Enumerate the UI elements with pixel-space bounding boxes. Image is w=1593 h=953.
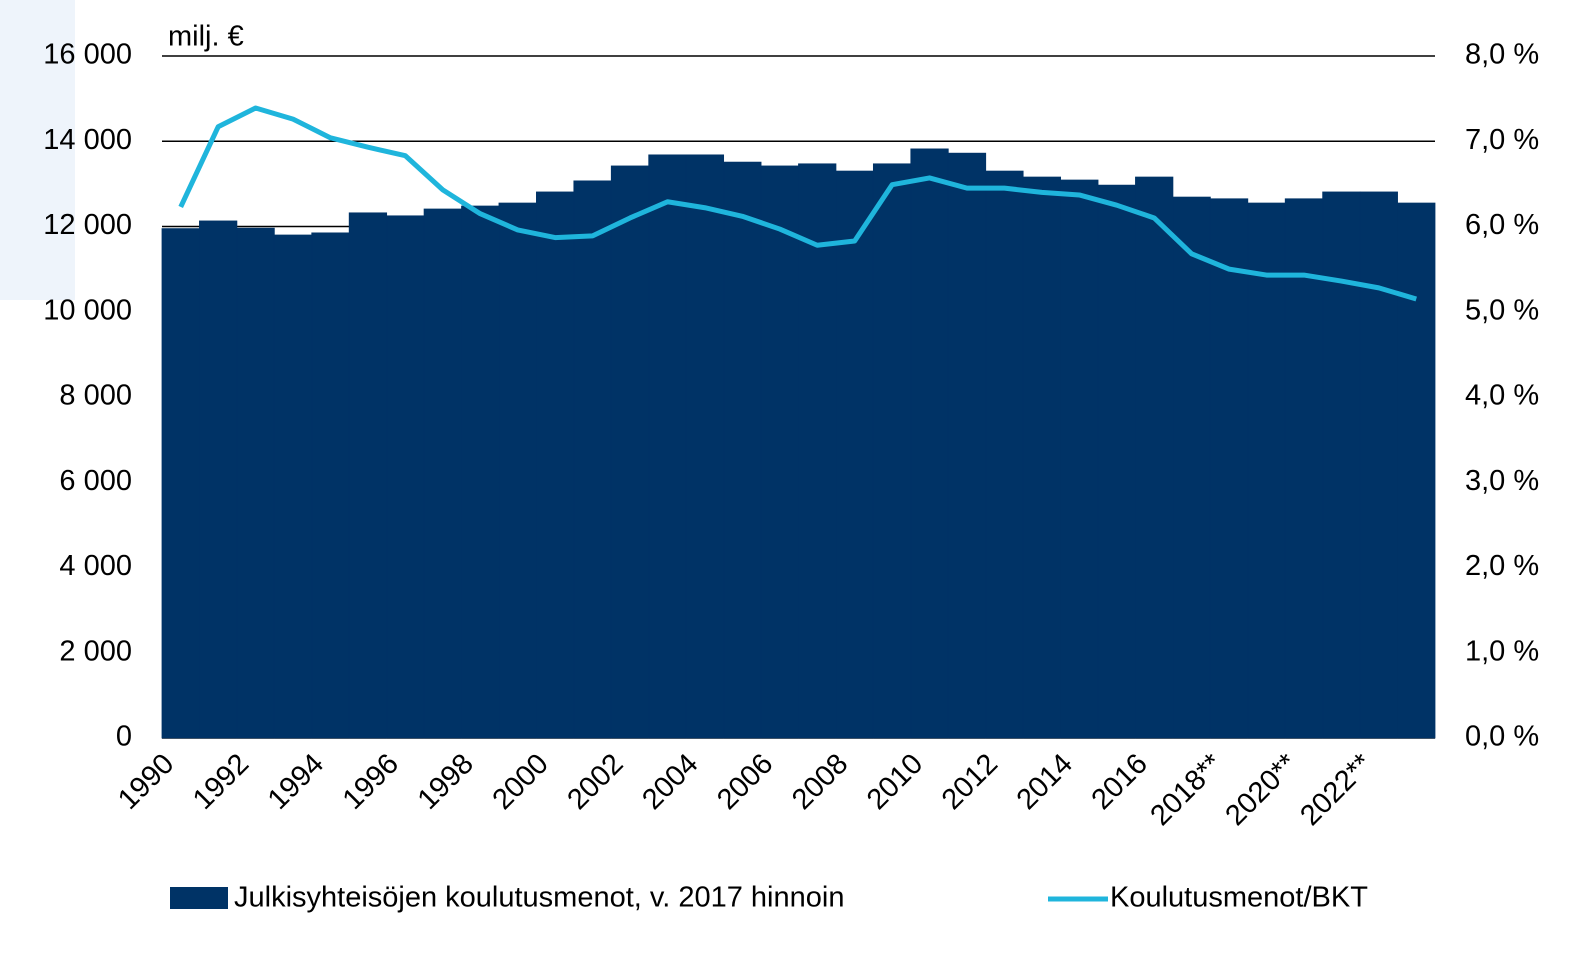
bar [311, 232, 350, 739]
x-tick-label: 1992 [187, 748, 255, 816]
legend-label: Julkisyhteisöjen koulutusmenot, v. 2017 … [234, 882, 844, 914]
y2-tick-label: 1,0 % [1465, 635, 1539, 667]
x-tick-label: 2020** [1219, 748, 1303, 832]
bar [1359, 191, 1398, 739]
y-tick-label: 8 000 [59, 380, 132, 412]
bar [872, 163, 912, 739]
bar [648, 154, 687, 739]
y2-tick-label: 5,0 % [1465, 294, 1539, 326]
bar [723, 161, 762, 739]
y-tick-label: 0 [116, 721, 132, 753]
bar [461, 205, 500, 739]
x-tick-label: 2016 [1086, 748, 1154, 816]
x-tick-label: 1994 [262, 748, 330, 816]
legend-label: Koulutusmenot/BKT [1110, 882, 1368, 914]
y2-tick-label: 0,0 % [1465, 721, 1539, 753]
y-tick-label: 12 000 [43, 209, 132, 241]
bar [1397, 202, 1436, 739]
bar [273, 234, 313, 739]
bar [1135, 176, 1174, 739]
bar [835, 170, 874, 739]
y2-tick-label: 3,0 % [1465, 465, 1539, 497]
bar [1172, 196, 1211, 739]
bar [1322, 191, 1361, 739]
bar [199, 220, 238, 739]
bar [348, 212, 388, 739]
y2-tick-label: 4,0 % [1465, 380, 1539, 412]
axis-label: milj. € [168, 21, 244, 53]
y2-tick-label: 2,0 % [1465, 550, 1539, 582]
y-tick-label: 10 000 [43, 294, 132, 326]
bar [947, 152, 987, 739]
background-accent [0, 0, 75, 300]
bar [1097, 184, 1136, 739]
x-tick-label: 2022** [1294, 748, 1378, 832]
x-tick-label: 2000 [487, 748, 555, 816]
bar [1209, 198, 1249, 739]
legend-swatch [170, 887, 228, 909]
bar [236, 227, 275, 739]
bar [1284, 198, 1324, 739]
x-tick-label: 2012 [936, 748, 1004, 816]
bar [1060, 179, 1099, 739]
x-tick-label: 1998 [412, 748, 480, 816]
bar [685, 154, 725, 739]
y2-tick-label: 6,0 % [1465, 209, 1539, 241]
bar [985, 170, 1024, 739]
bar [1247, 202, 1286, 739]
x-tick-label: 1996 [337, 748, 405, 816]
x-tick-label: 2010 [861, 748, 929, 816]
bar [161, 228, 200, 739]
bar [610, 165, 650, 739]
y-tick-label: 16 000 [43, 39, 132, 71]
bar [910, 148, 949, 739]
y-tick-label: 2 000 [59, 635, 132, 667]
x-tick-label: 2006 [711, 748, 779, 816]
x-tick-label: 2018** [1145, 748, 1229, 832]
bar [498, 202, 537, 739]
bar [1022, 176, 1061, 739]
y-tick-label: 4 000 [59, 550, 132, 582]
x-tick-label: 1990 [112, 748, 180, 816]
y-tick-label: 6 000 [59, 465, 132, 497]
x-tick-label: 2004 [636, 748, 704, 816]
bar [423, 208, 462, 739]
x-tick-label: 2014 [1011, 748, 1079, 816]
bar [536, 191, 575, 739]
y2-tick-label: 8,0 % [1465, 39, 1539, 71]
line [178, 105, 1417, 302]
bar [798, 163, 837, 739]
x-tick-label: 2008 [786, 748, 854, 816]
bar [573, 180, 612, 739]
bar [760, 165, 799, 739]
y2-tick-label: 7,0 % [1465, 124, 1539, 156]
x-tick-label: 2002 [561, 748, 629, 816]
bar [386, 215, 425, 739]
y-tick-label: 14 000 [43, 124, 132, 156]
